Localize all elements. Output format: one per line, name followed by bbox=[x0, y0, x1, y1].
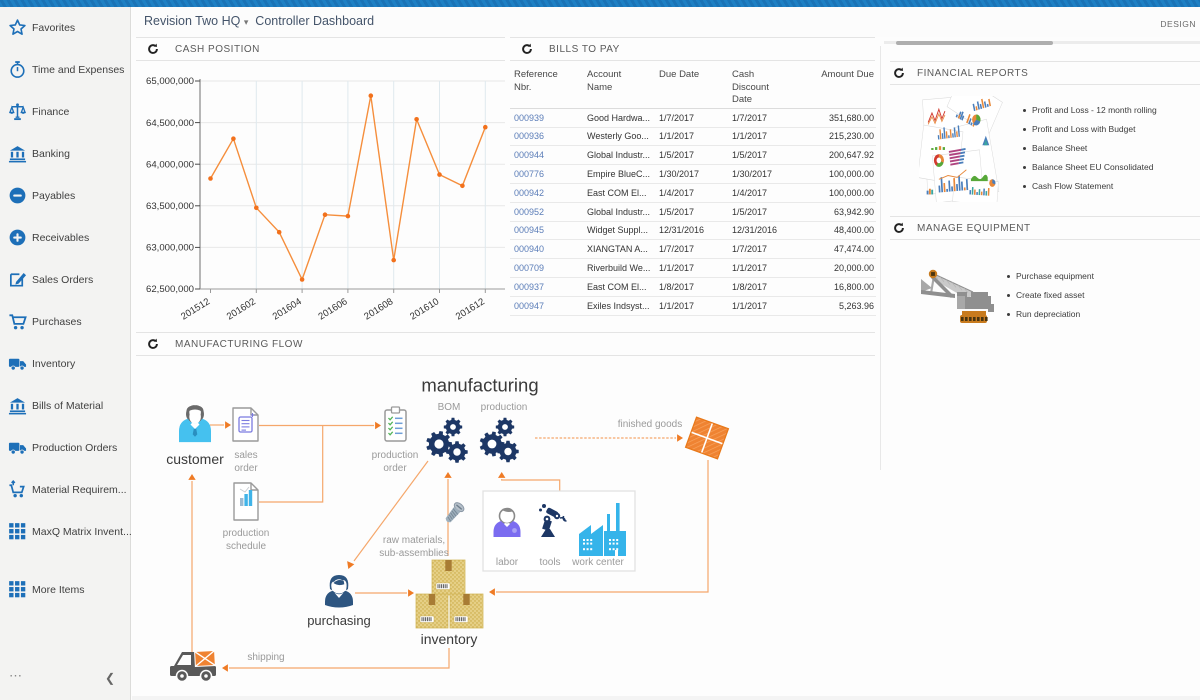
svg-text:production: production bbox=[372, 450, 419, 461]
svg-text:production: production bbox=[223, 528, 270, 539]
svg-text:order: order bbox=[383, 463, 407, 474]
svg-text:purchasing: purchasing bbox=[307, 613, 371, 628]
svg-text:inventory: inventory bbox=[421, 631, 478, 647]
svg-text:manufacturing: manufacturing bbox=[421, 375, 538, 396]
svg-text:201610: 201610 bbox=[408, 296, 441, 322]
svg-text:201604: 201604 bbox=[271, 296, 305, 323]
svg-text:64,500,000: 64,500,000 bbox=[146, 118, 194, 129]
svg-text:65,000,000: 65,000,000 bbox=[146, 76, 194, 87]
svg-text:finished goods: finished goods bbox=[618, 419, 683, 430]
svg-text:201606: 201606 bbox=[317, 296, 350, 322]
svg-text:sub-assemblies: sub-assemblies bbox=[379, 548, 448, 559]
svg-text:tools: tools bbox=[539, 557, 560, 568]
svg-text:201602: 201602 bbox=[225, 296, 258, 322]
svg-text:work center: work center bbox=[571, 557, 624, 568]
svg-text:labor: labor bbox=[496, 557, 519, 568]
svg-text:BOM: BOM bbox=[438, 402, 461, 413]
svg-text:62,500,000: 62,500,000 bbox=[146, 284, 194, 295]
svg-text:63,000,000: 63,000,000 bbox=[146, 243, 194, 254]
svg-text:customer: customer bbox=[166, 451, 224, 467]
svg-text:63,500,000: 63,500,000 bbox=[146, 201, 194, 212]
svg-text:schedule: schedule bbox=[226, 541, 266, 552]
svg-text:order: order bbox=[234, 463, 258, 474]
svg-text:shipping: shipping bbox=[247, 652, 284, 663]
svg-text:raw materials,: raw materials, bbox=[383, 535, 445, 546]
svg-text:sales: sales bbox=[234, 450, 257, 461]
svg-text:64,000,000: 64,000,000 bbox=[146, 159, 194, 170]
svg-text:201512: 201512 bbox=[179, 296, 212, 322]
svg-text:201612: 201612 bbox=[454, 296, 487, 322]
svg-text:production: production bbox=[481, 402, 528, 413]
svg-text:201608: 201608 bbox=[362, 296, 395, 322]
